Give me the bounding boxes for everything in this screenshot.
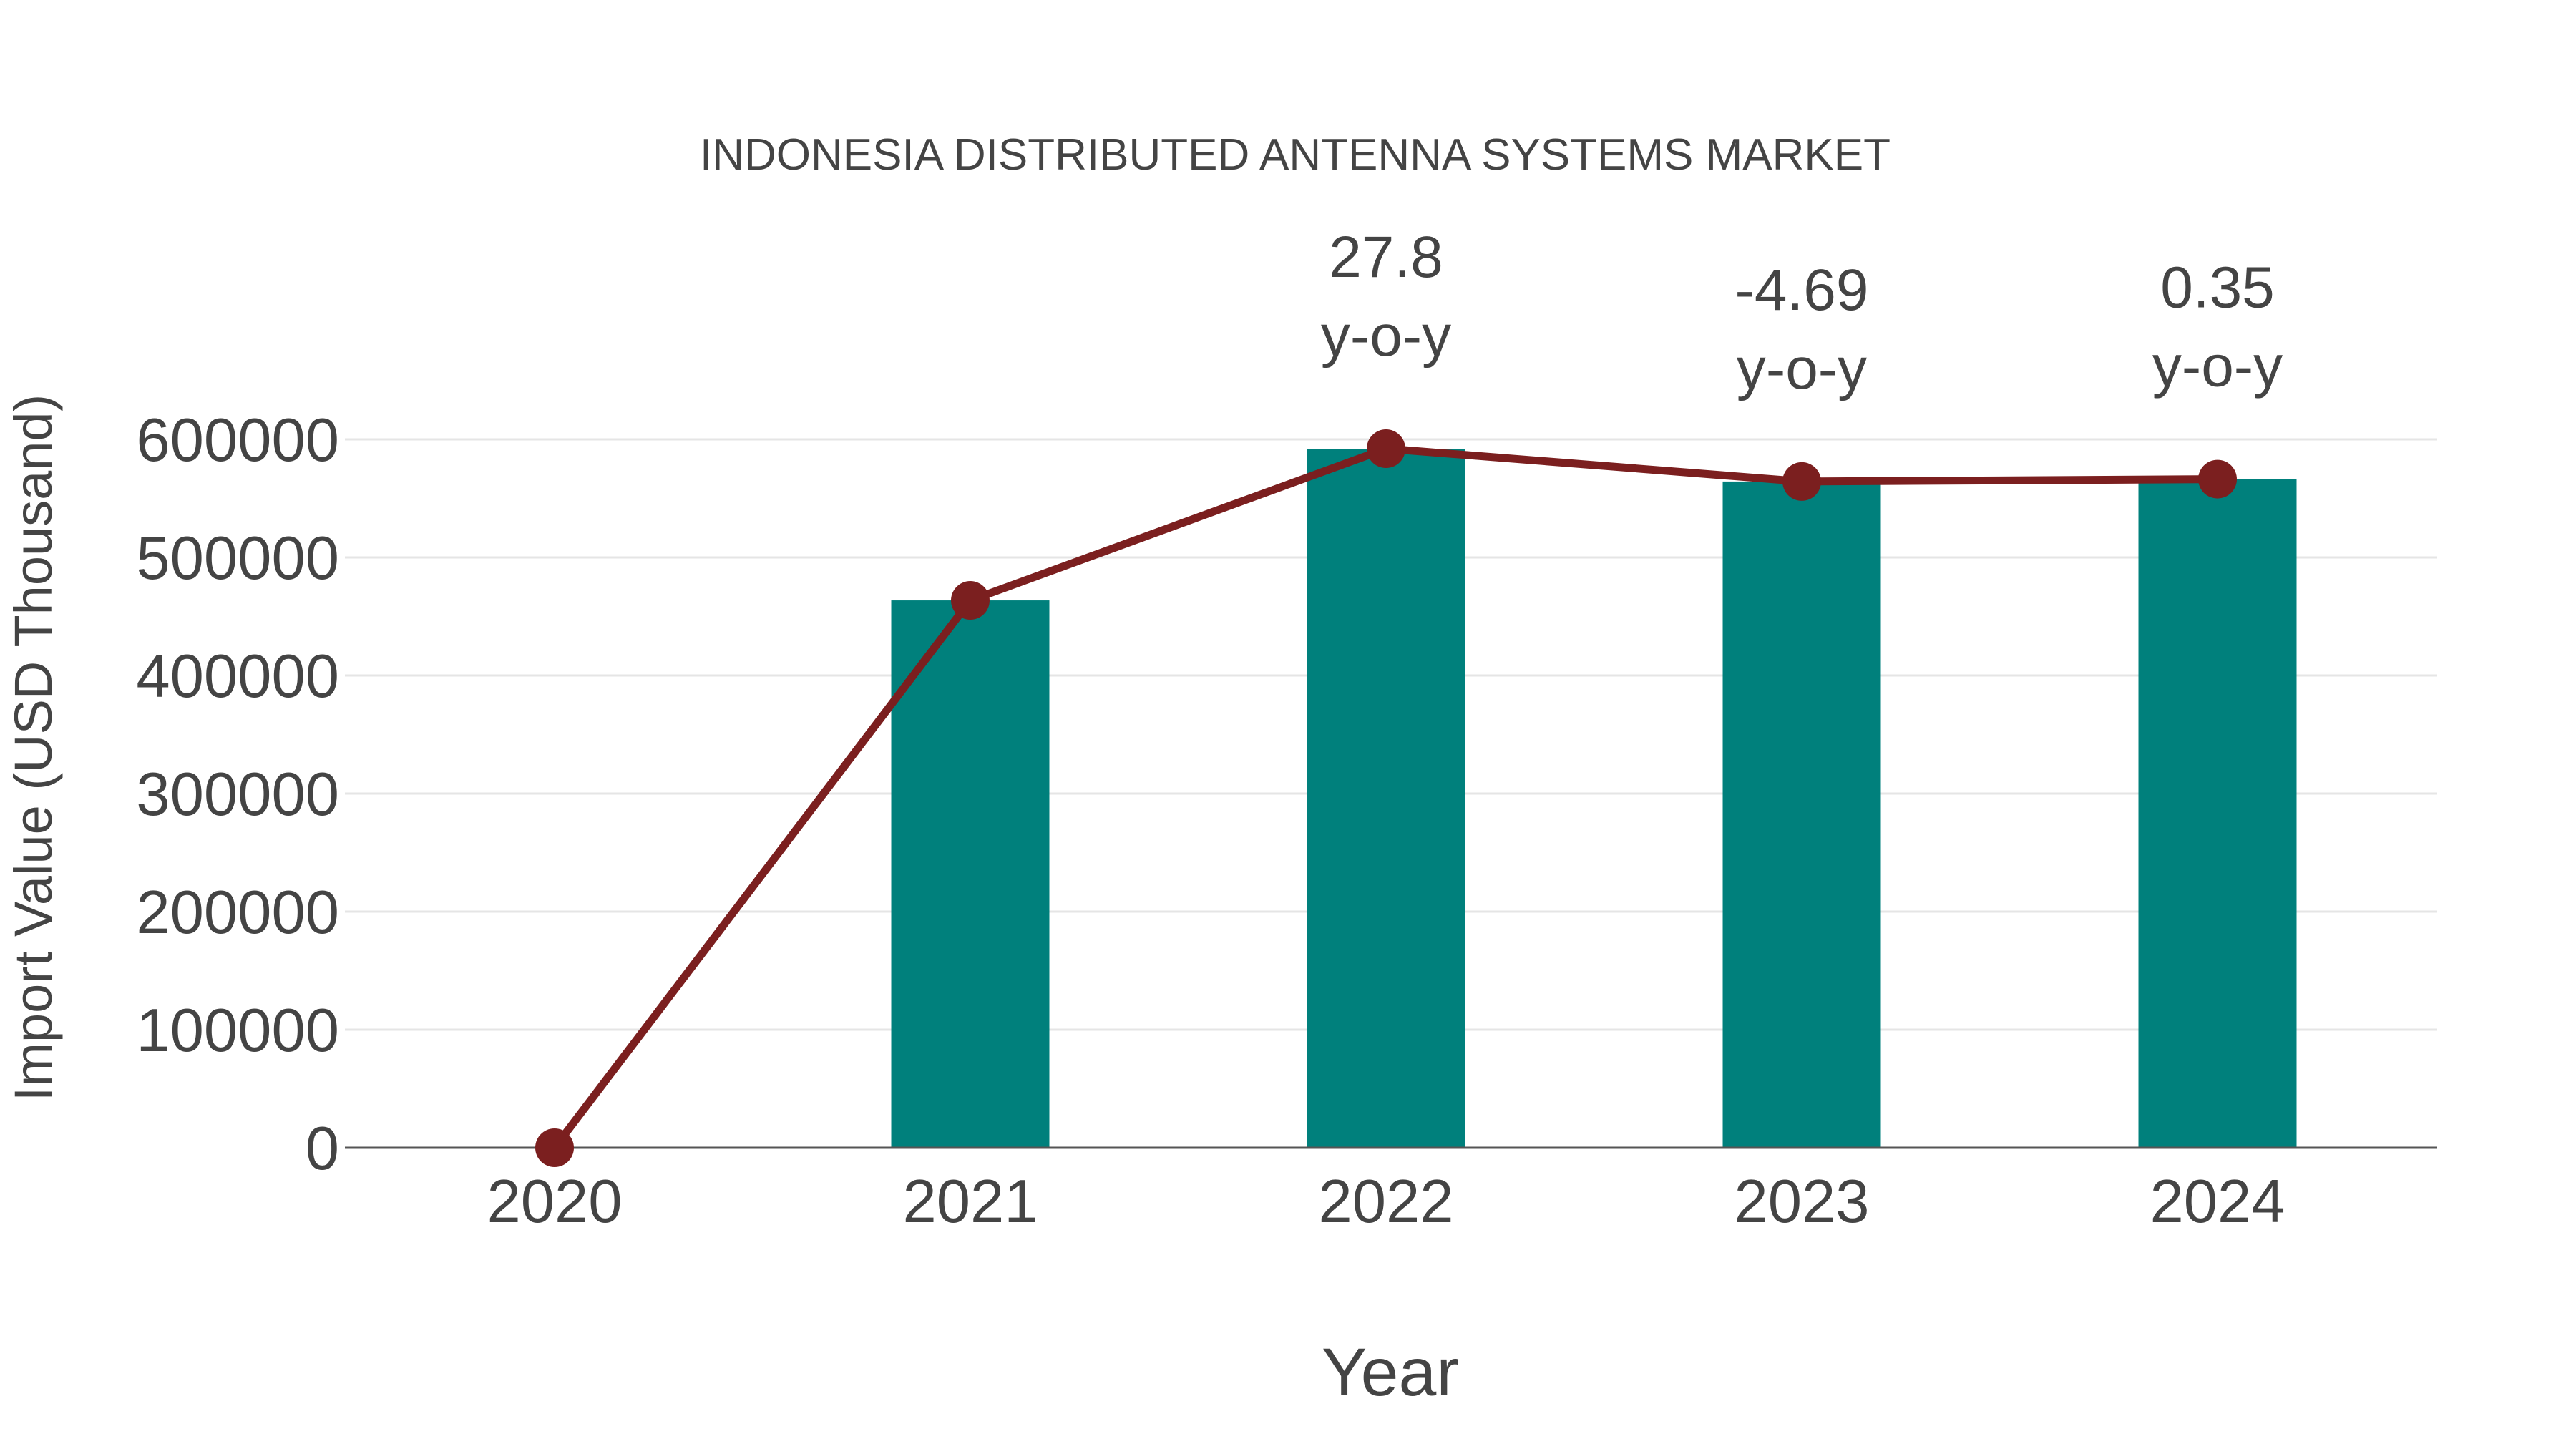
yoy-value: 27.8 xyxy=(1329,225,1443,290)
y-tick-label: 400000 xyxy=(136,643,339,711)
x-tick-label: 2020 xyxy=(487,1168,622,1236)
bars xyxy=(891,449,2297,1148)
chart-title: INDONESIA DISTRIBUTED ANTENNA SYSTEMS MA… xyxy=(700,130,1890,180)
bar-2022 xyxy=(1307,449,1465,1148)
x-tick-label: 2022 xyxy=(1318,1168,1453,1236)
trend-line xyxy=(535,429,2237,1167)
x-axis-title: Year xyxy=(1322,1335,1459,1410)
yoy-suffix: y-o-y xyxy=(1321,303,1451,369)
yoy-value: -4.69 xyxy=(1735,258,1869,323)
yoy-suffix: y-o-y xyxy=(2152,334,2283,399)
trend-marker-2021 xyxy=(951,581,990,620)
y-tick-label: 0 xyxy=(306,1115,339,1183)
y-tick-label: 500000 xyxy=(136,525,339,592)
trend-marker-2024 xyxy=(2198,459,2237,499)
yoy-suffix: y-o-y xyxy=(1737,336,1867,401)
bar-2021 xyxy=(891,600,1050,1148)
x-tick-label: 2024 xyxy=(2150,1168,2285,1236)
y-axis-title: Import Value (USD Thousand) xyxy=(4,394,63,1102)
trend-marker-2023 xyxy=(1782,462,1821,501)
x-axis-ticks: 2020 2021 2022 2023 2024 xyxy=(487,1168,2285,1236)
y-tick-label: 200000 xyxy=(136,879,339,947)
y-tick-label: 600000 xyxy=(136,406,339,474)
bar-2023 xyxy=(1722,481,1881,1148)
x-tick-label: 2023 xyxy=(1734,1168,1869,1236)
bar-2024 xyxy=(2138,479,2297,1148)
trend-marker-2022 xyxy=(1367,429,1405,469)
y-tick-label: 300000 xyxy=(136,761,339,829)
yoy-value: 0.35 xyxy=(2160,255,2275,321)
y-tick-label: 100000 xyxy=(136,997,339,1065)
yoy-annotations: 27.8 y-o-y -4.69 y-o-y 0.35 y-o-y xyxy=(1321,225,2283,401)
y-axis-ticks: 0 100000 200000 300000 400000 500000 600000 xyxy=(136,406,339,1183)
x-tick-label: 2021 xyxy=(902,1168,1038,1236)
trend-marker-2020 xyxy=(535,1128,574,1167)
